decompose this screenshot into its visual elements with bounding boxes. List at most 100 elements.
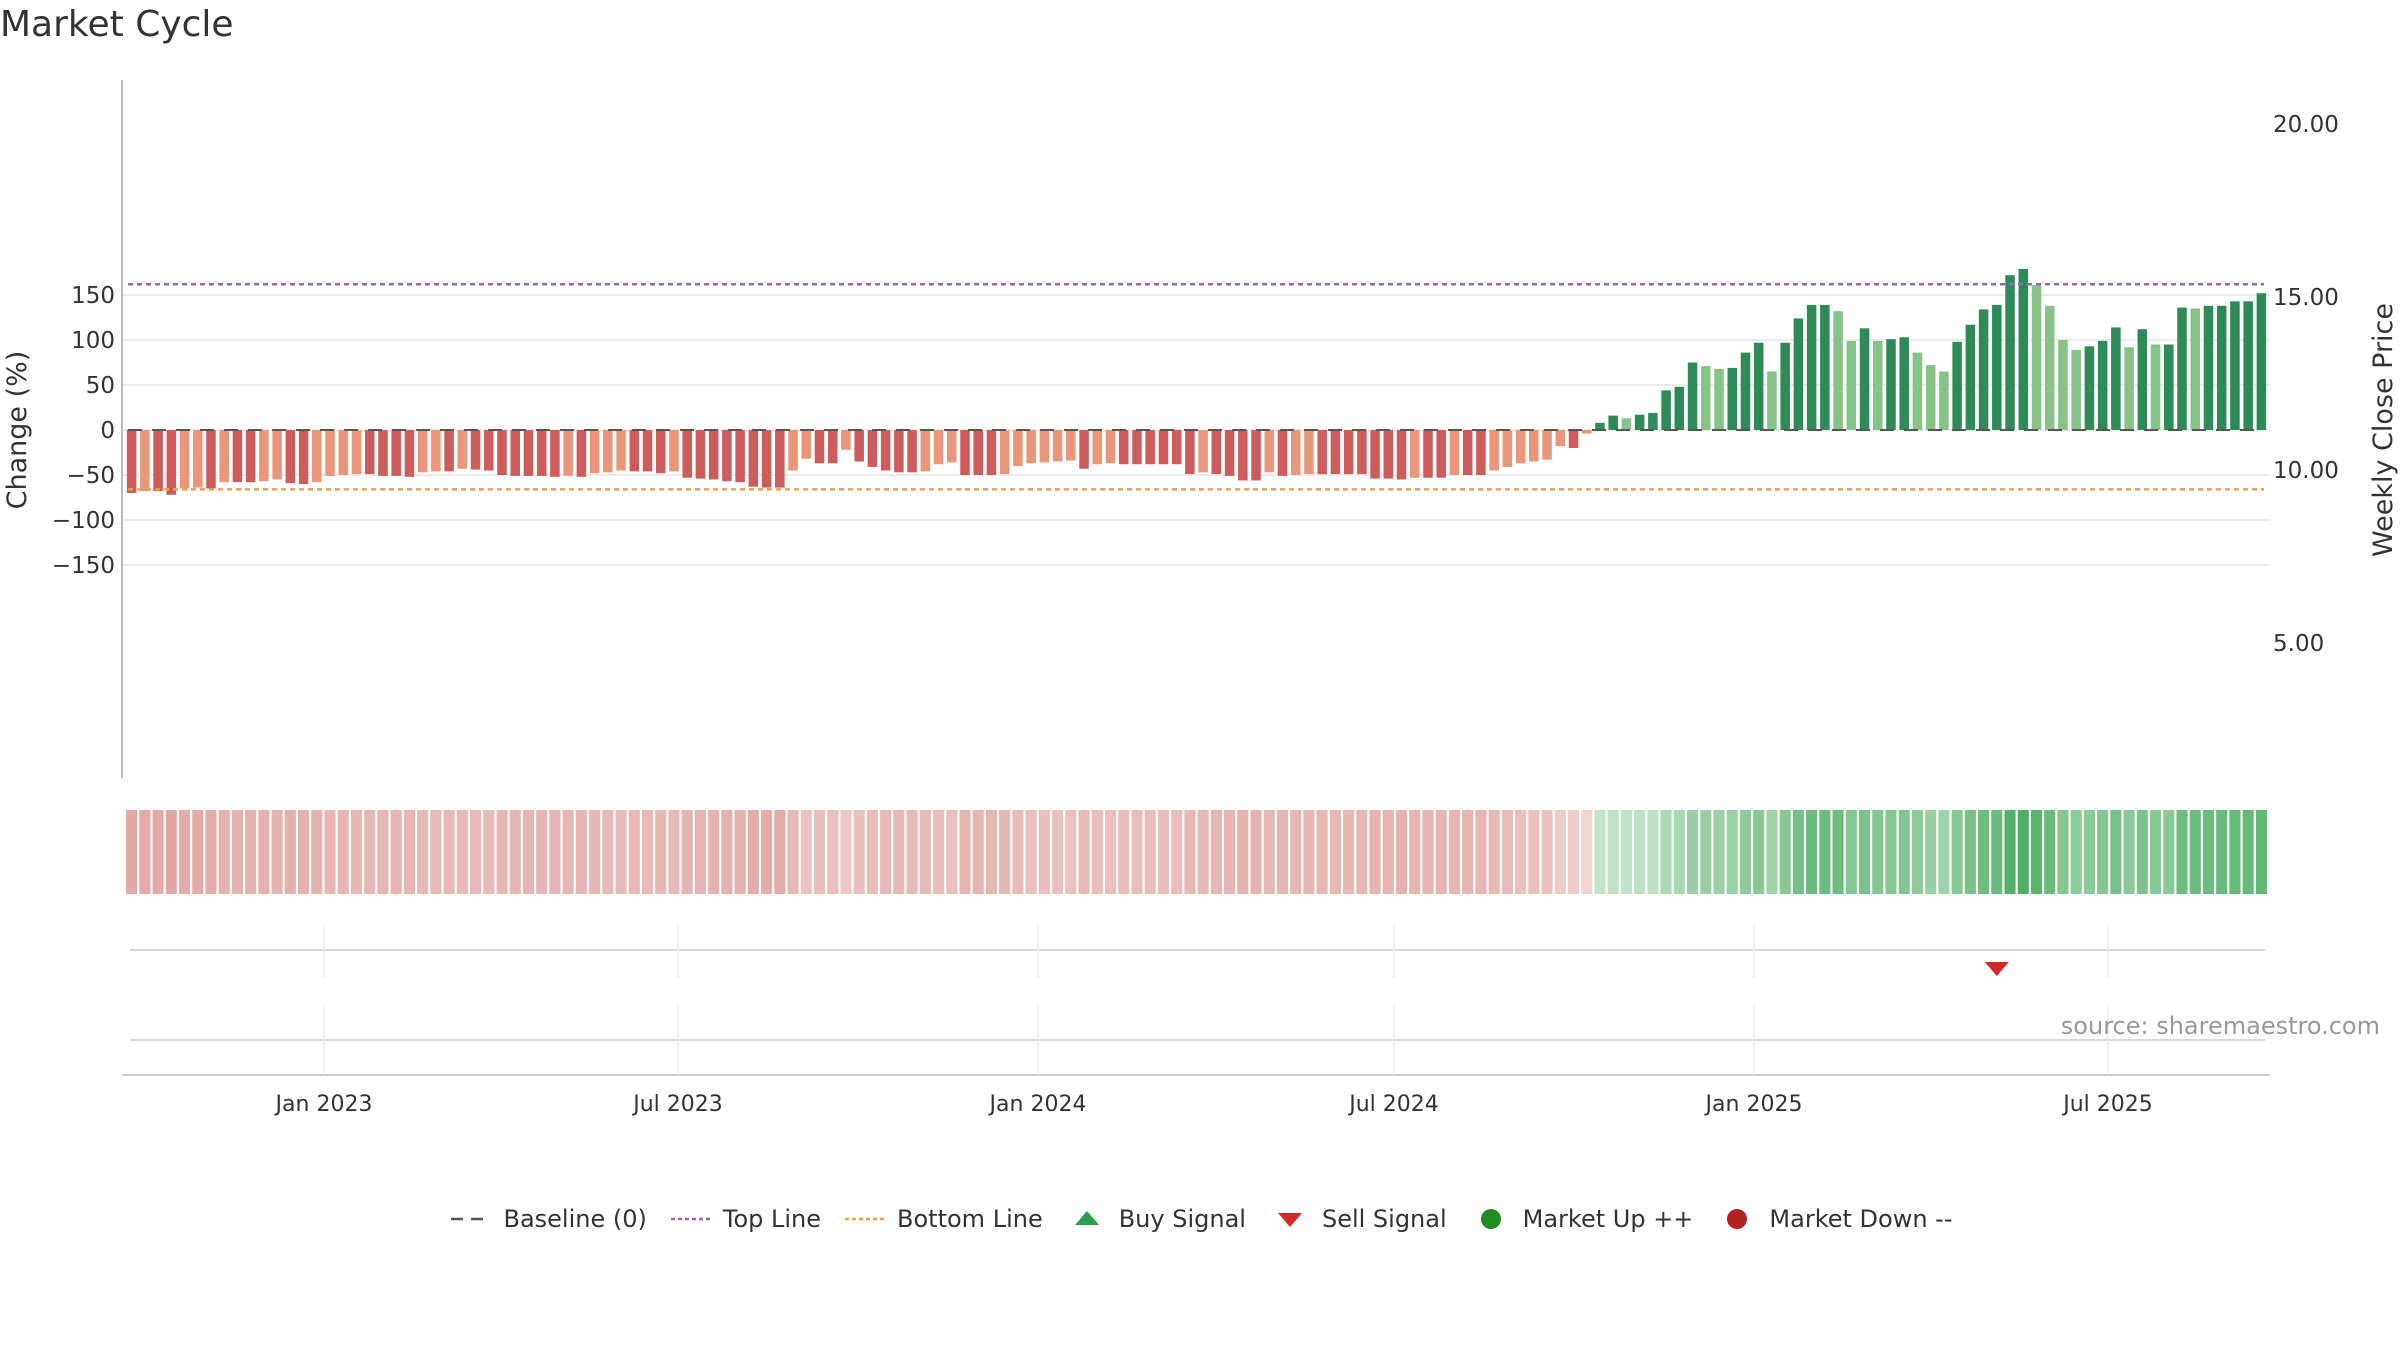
bar (2164, 344, 2174, 430)
bar (1502, 430, 1513, 467)
y-left-tick-label: 150 (71, 283, 115, 309)
x-tick-label: Jul 2023 (631, 1092, 723, 1117)
heat-strip-cell (1567, 810, 1580, 894)
legend-label: Market Down -- (1769, 1205, 1953, 1233)
heat-strip-cell (1078, 810, 1090, 894)
heat-strip-cell (959, 810, 971, 894)
bar (2256, 293, 2267, 430)
source-credit: source: sharemaestro.com (2060, 1012, 2380, 1040)
y-left-tick-label: −50 (66, 463, 115, 489)
bar (999, 430, 1010, 475)
legend-item: Top Line (667, 1205, 821, 1233)
bar (1410, 430, 1420, 478)
bar (325, 430, 335, 476)
bar (1198, 430, 1208, 473)
bar (1277, 430, 1288, 476)
bar (2150, 344, 2161, 430)
legend-label: Baseline (0) (503, 1205, 647, 1233)
heat-strip-cell (1898, 810, 1910, 894)
bar (920, 430, 931, 472)
bar (1608, 415, 1618, 430)
bar (272, 430, 282, 480)
legend-item: Bottom Line (841, 1205, 1043, 1233)
heat-strip-cell (906, 810, 918, 894)
heat-strip-cell (1184, 810, 1196, 894)
bar (1555, 430, 1566, 447)
bar (219, 430, 229, 483)
heat-strip-cell (192, 810, 204, 894)
heat-strip-cell (298, 810, 310, 894)
bar (1476, 430, 1486, 475)
heat-strip-cell (1104, 810, 1117, 894)
heat-strip-cell (1501, 810, 1513, 894)
heat-strip-cell (1343, 810, 1355, 894)
heat-strip-cell (681, 810, 693, 894)
bar (1052, 430, 1063, 462)
bar (1806, 304, 1817, 430)
bar (854, 430, 864, 462)
heat-strip-cell (1290, 810, 1302, 894)
bar (1515, 430, 1526, 464)
heat-strip-cell (284, 810, 296, 894)
bar (629, 430, 640, 472)
bar (1621, 418, 1632, 430)
heat-strip-cell (390, 810, 402, 894)
heat-strip-cell (1171, 810, 1183, 894)
bar (1780, 342, 1790, 430)
bar (1396, 430, 1407, 480)
bar (827, 430, 838, 464)
heat-strip-cell (2004, 810, 2016, 894)
heat-strip-cell (1038, 810, 1050, 894)
heat-strip-cell (1422, 810, 1434, 894)
y-right-tick-label: 20.00 (2273, 112, 2339, 138)
bar (2190, 308, 2201, 430)
bar (1224, 430, 1235, 476)
heat-strip-cell (2242, 810, 2254, 894)
bar (1357, 430, 1367, 475)
bar (867, 430, 878, 467)
heat-strip-cell (430, 810, 442, 894)
chart-title: Market Cycle (0, 4, 234, 45)
y-left-tick-label: −150 (52, 553, 115, 579)
heat-strip-cell (139, 810, 151, 894)
bar (1833, 311, 1843, 430)
heat-strip-cell (1157, 810, 1169, 894)
bar (1925, 365, 1936, 430)
heat-strip-cell (946, 810, 958, 894)
bar (589, 430, 600, 474)
bar (761, 430, 772, 488)
heat-strip-cell (1766, 810, 1778, 894)
heat-strip-cell (1845, 810, 1857, 894)
bar (1489, 430, 1499, 471)
legend-label: Sell Signal (1321, 1205, 1447, 1233)
bar (404, 430, 415, 477)
heat-strip-cell (1475, 810, 1487, 894)
bar (642, 430, 653, 472)
heat-strip-cell (1925, 810, 1937, 894)
bar (2124, 347, 2134, 430)
legend-symbol (670, 1217, 711, 1221)
bar (470, 430, 481, 470)
heat-strip-cell (615, 810, 627, 894)
heat-strip-cell (1528, 810, 1540, 894)
bar (166, 430, 177, 495)
bar (1727, 367, 1738, 430)
heat-strip-cell (2202, 810, 2215, 894)
bar (1992, 304, 2002, 430)
bar (748, 430, 759, 487)
bar (2203, 305, 2214, 430)
sell-signal-marker (1984, 962, 2009, 976)
heat-strip-cell (2229, 810, 2241, 894)
heat-strip-cell (2070, 810, 2082, 894)
bar (510, 430, 520, 476)
heat-strip-cell (549, 810, 561, 894)
heat-strip-cell (1872, 810, 1884, 894)
heat-strip-cell (469, 810, 482, 894)
bar (444, 430, 454, 472)
heat-strip-cell (2136, 810, 2148, 894)
heat-strip-cell (1660, 810, 1672, 894)
bar (431, 430, 441, 472)
heat-strip-cell (1065, 810, 1077, 894)
bar (1674, 386, 1685, 430)
heat-strip-cell (1382, 810, 1394, 894)
